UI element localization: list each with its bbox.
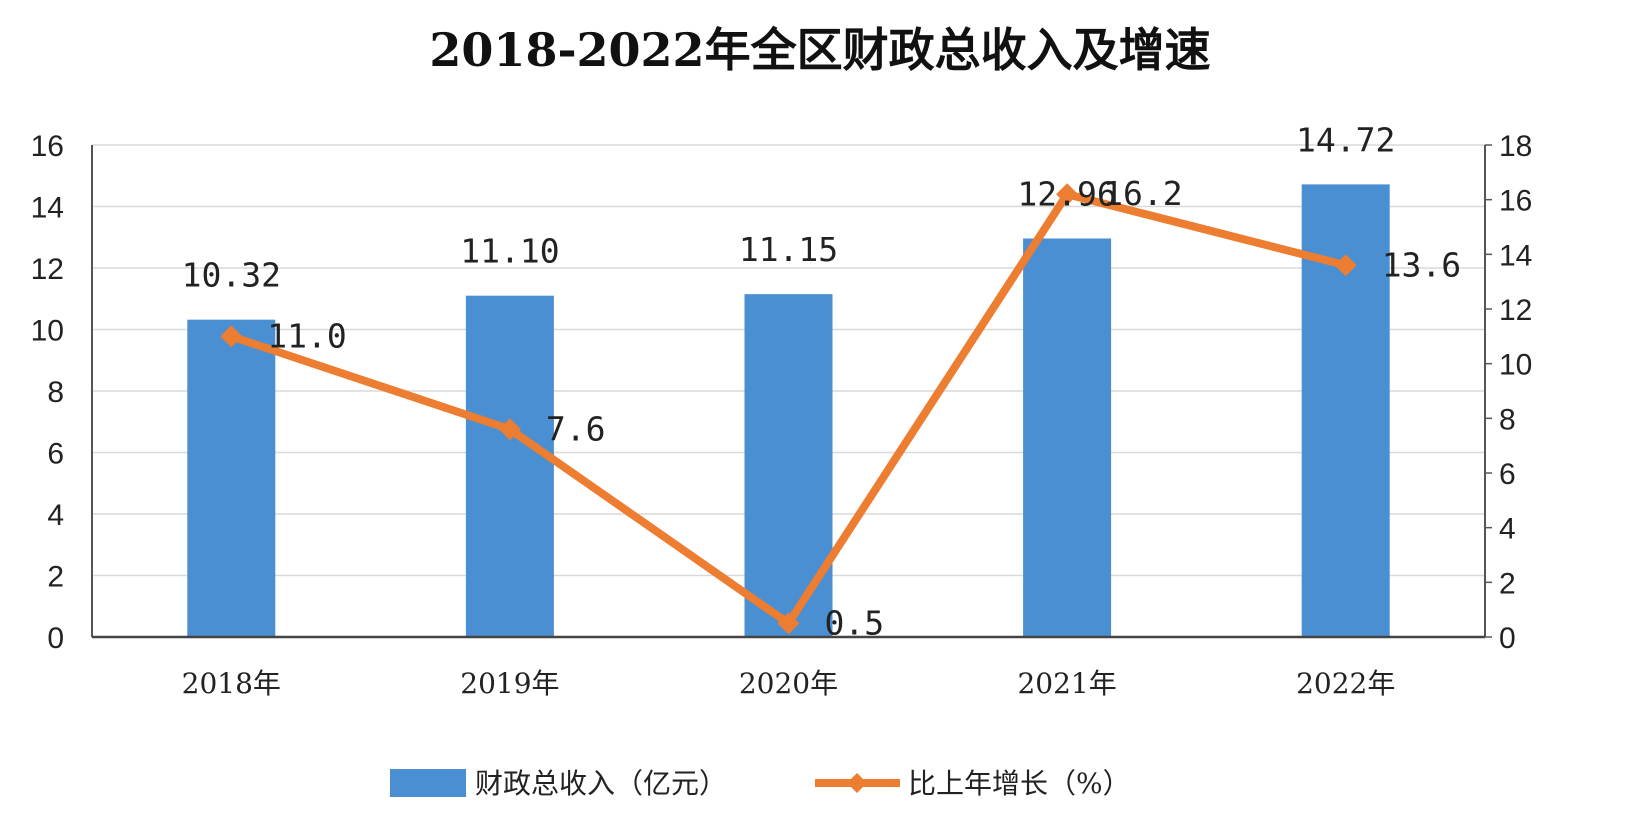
y-left-tick-label: 6 xyxy=(47,438,64,471)
y-right-tick-label: 6 xyxy=(1499,458,1516,491)
y-right-tick-label: 16 xyxy=(1499,185,1532,218)
x-category-label: 2019年 xyxy=(460,667,559,700)
data-labels: 10.32 11.10 11.15 12.96 14.72 11.0 7.6 0.5 16.2 1… xyxy=(182,120,1462,642)
y-left-tick-label: 10 xyxy=(31,315,64,348)
legend-line-label: 比上年增长（%） xyxy=(908,767,1131,800)
growth-point-label: 13.6 xyxy=(1382,245,1461,284)
legend-line-marker xyxy=(847,773,867,793)
growth-marker xyxy=(220,325,243,348)
growth-point-label: 16.2 xyxy=(1103,174,1182,213)
y-right-tick-label: 12 xyxy=(1499,294,1532,327)
y-left-tick-label: 12 xyxy=(31,253,64,286)
revenue-bar-label: 12.96 xyxy=(1017,174,1116,213)
x-category-label: 2018年 xyxy=(182,667,281,700)
legend-bar-label: 财政总收入（亿元） xyxy=(475,767,727,800)
revenue-bar xyxy=(187,319,276,637)
y-right-tick-label: 14 xyxy=(1499,239,1532,272)
y-right-tick-label: 8 xyxy=(1499,403,1516,436)
x-category-label: 2021年 xyxy=(1017,667,1116,700)
y-right-tick-label: 2 xyxy=(1499,567,1516,600)
legend: 财政总收入（亿元） 比上年增长（%） xyxy=(390,767,1131,800)
y-right-tick-label: 18 xyxy=(1499,130,1532,163)
revenue-bar xyxy=(744,294,833,637)
revenue-bar xyxy=(1023,238,1112,638)
y-right-tick-label: 0 xyxy=(1499,622,1516,655)
axes: 0 2 4 6 8 10 12 14 16 0 2 4 6 8 10 12 14 16 18 2018年 2019年 20… xyxy=(31,130,1533,700)
y-right-tick-label: 10 xyxy=(1499,349,1532,382)
bar-series xyxy=(187,184,1390,638)
x-category-label: 2022年 xyxy=(1296,667,1395,700)
y-left-tick-label: 2 xyxy=(47,561,64,594)
revenue-bar-label: 11.10 xyxy=(460,232,559,271)
revenue-bar-label: 14.72 xyxy=(1296,120,1395,159)
revenue-bar xyxy=(465,295,554,637)
y-left-tick-label: 0 xyxy=(47,622,64,655)
growth-marker xyxy=(1334,254,1357,277)
y-left-tick-label: 8 xyxy=(47,376,64,409)
growth-point-label: 7.6 xyxy=(546,409,606,448)
revenue-bar xyxy=(1301,184,1390,638)
growth-point-label: 0.5 xyxy=(825,603,885,642)
growth-marker xyxy=(1056,183,1079,206)
growth-point-label: 11.0 xyxy=(267,316,346,355)
chart-title: 2018-2022年全区财政总收入及增速 xyxy=(429,23,1210,77)
growth-marker xyxy=(498,418,521,441)
y-left-tick-label: 16 xyxy=(31,130,64,163)
y-left-tick-label: 14 xyxy=(31,192,64,225)
line-series xyxy=(220,183,1357,635)
revenue-bar-label: 11.15 xyxy=(739,230,838,269)
growth-marker xyxy=(777,612,800,635)
x-category-label: 2020年 xyxy=(739,667,838,700)
legend-bar-swatch xyxy=(390,769,466,797)
y-right-tick-label: 4 xyxy=(1499,513,1516,546)
y-left-tick-label: 4 xyxy=(47,499,64,532)
revenue-bar-label: 10.32 xyxy=(182,256,281,295)
